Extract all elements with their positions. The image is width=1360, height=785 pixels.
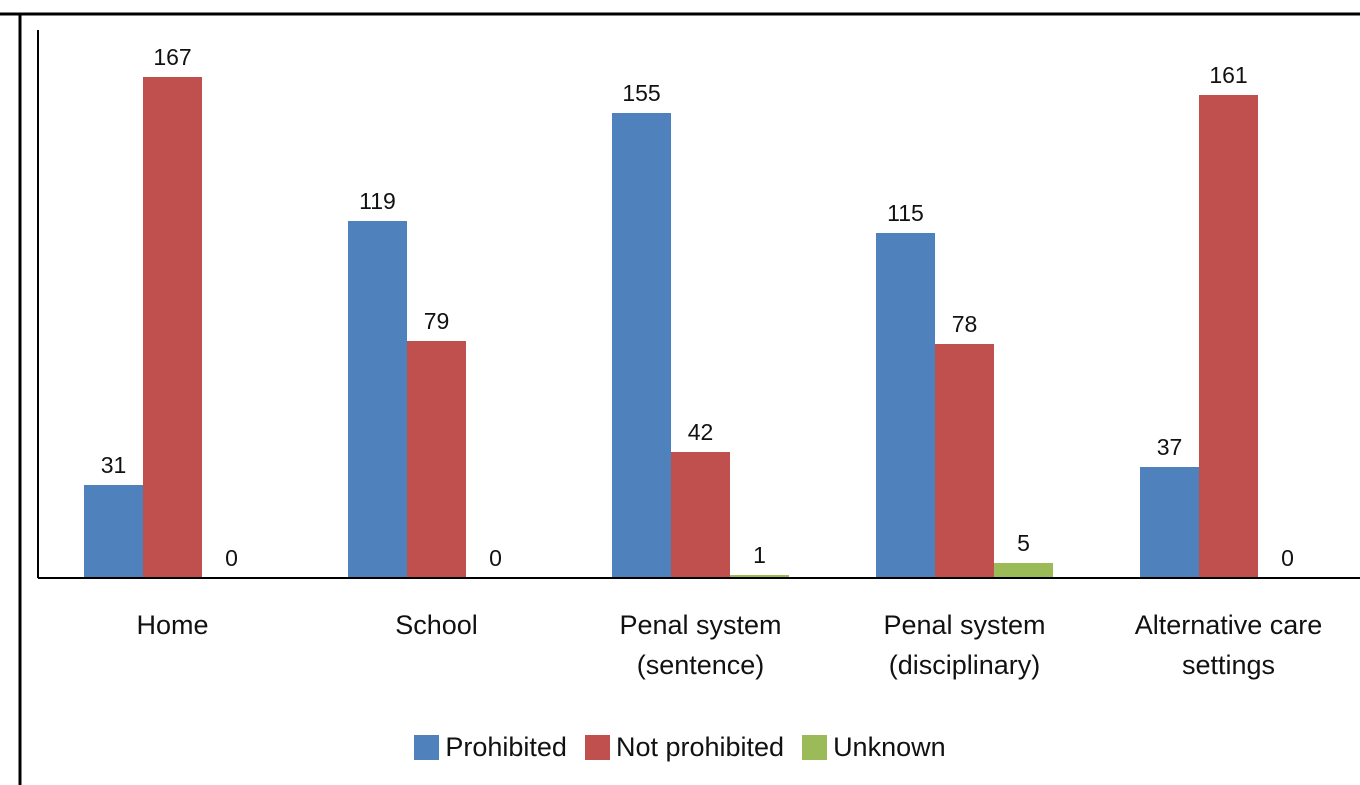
bar-prohibited-0 [84,485,143,578]
legend-swatch-prohibited [414,735,440,760]
bar-not-prohibited-0 [143,77,202,578]
data-label-unknown-3: 5 [1017,530,1030,556]
data-label-prohibited-2: 155 [622,80,660,106]
category-label-2-1: (sentence) [637,650,765,680]
category-label-4-0: Alternative care [1135,610,1323,640]
data-label-not-prohibited-3: 78 [952,311,978,337]
data-label-not-prohibited-2: 42 [688,419,714,445]
legend-swatch-not-prohibited [584,735,610,760]
data-label-unknown-4: 0 [1281,545,1294,571]
legend-label-prohibited: Prohibited [445,732,567,762]
chart-legend: Prohibited Not prohibited Unknown [0,732,1360,763]
data-label-prohibited-1: 119 [359,188,396,214]
bar-prohibited-3 [876,233,935,578]
bar-prohibited-1 [348,221,407,578]
category-label-1-0: School [395,610,478,640]
bar-not-prohibited-2 [671,452,730,578]
legend-item-prohibited: Prohibited [414,732,567,763]
category-labels-layer: Home School Penal system (sentence) Penal sy… [136,610,1322,680]
data-label-prohibited-4: 37 [1157,434,1183,460]
bar-prohibited-2 [612,113,671,578]
category-label-2-0: Penal system [619,610,781,640]
legend-item-not-prohibited: Not prohibited [584,732,785,763]
bars-layer [84,77,1258,578]
data-label-not-prohibited-1: 79 [424,308,450,334]
bar-not-prohibited-3 [935,344,994,578]
data-label-not-prohibited-4: 161 [1209,62,1247,88]
category-label-0-0: Home [136,610,208,640]
bar-not-prohibited-1 [407,341,466,578]
category-label-3-0: Penal system [883,610,1045,640]
category-label-3-1: (disciplinary) [889,650,1041,680]
data-label-unknown-2: 1 [753,542,766,568]
legend-label-unknown: Unknown [833,732,946,762]
data-label-prohibited-0: 31 [101,452,127,478]
data-labels-layer: 31 167 0 119 79 0 155 42 1 115 78 5 37 161 0 [101,44,1294,571]
data-label-not-prohibited-0: 167 [153,44,191,70]
data-label-prohibited-3: 115 [887,200,924,226]
category-label-4-1: settings [1182,650,1275,680]
data-label-unknown-1: 0 [489,545,502,571]
legend-swatch-unknown [802,735,828,760]
bar-unknown-2 [730,575,789,578]
bar-not-prohibited-4 [1199,95,1258,578]
data-label-unknown-0: 0 [225,545,238,571]
legend-item-unknown: Unknown [802,732,946,763]
bar-prohibited-4 [1140,467,1199,578]
bar-unknown-3 [994,563,1053,578]
legend-label-not-prohibited: Not prohibited [615,732,785,762]
